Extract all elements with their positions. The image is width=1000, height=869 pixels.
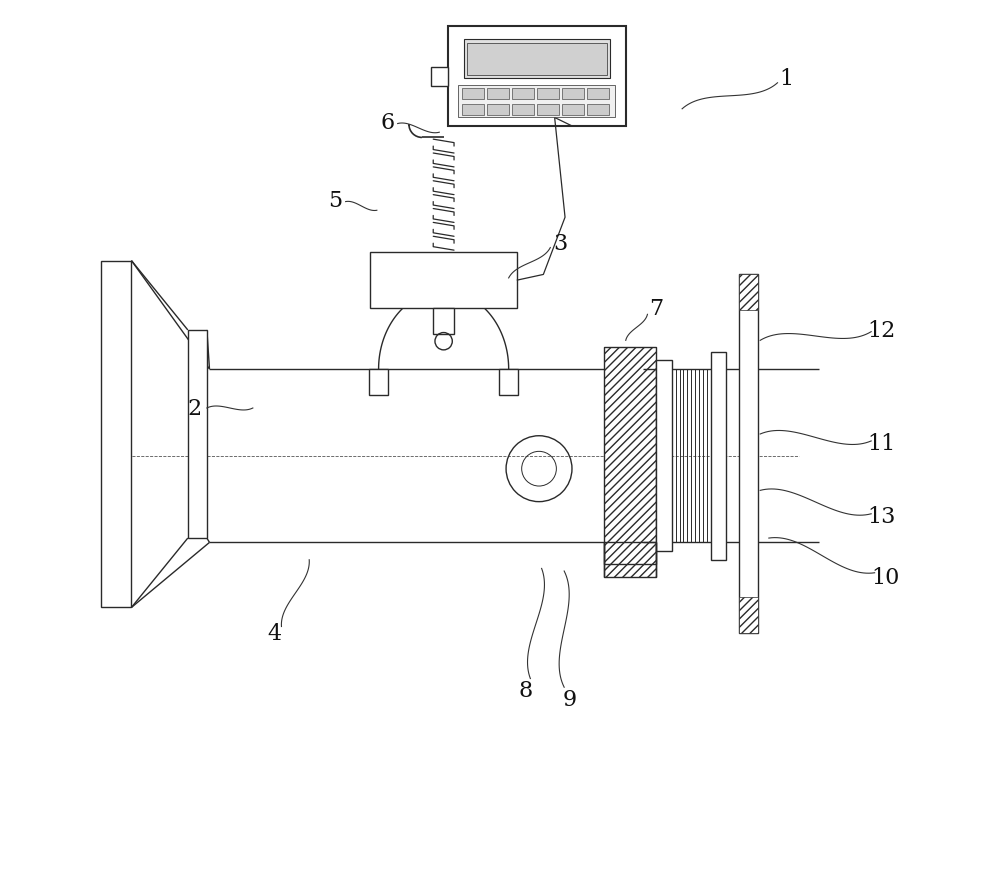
Bar bbox=[512, 89, 534, 100]
Bar bbox=[587, 104, 609, 116]
Bar bbox=[448, 28, 626, 127]
Bar bbox=[370, 253, 517, 308]
Bar bbox=[462, 89, 484, 100]
Bar bbox=[458, 85, 615, 118]
Text: 1: 1 bbox=[779, 69, 793, 90]
Bar bbox=[433, 308, 454, 335]
Bar bbox=[467, 43, 607, 76]
Text: 2: 2 bbox=[188, 397, 202, 420]
Bar bbox=[656, 361, 672, 552]
Text: 13: 13 bbox=[867, 506, 896, 527]
Bar bbox=[604, 543, 656, 577]
Bar bbox=[369, 369, 388, 395]
Text: 3: 3 bbox=[554, 233, 568, 255]
Bar bbox=[462, 104, 484, 116]
Text: 6: 6 bbox=[380, 112, 394, 134]
Bar bbox=[499, 369, 518, 395]
Bar bbox=[101, 262, 131, 607]
Bar bbox=[739, 597, 758, 634]
Bar bbox=[711, 352, 726, 561]
Text: 9: 9 bbox=[562, 687, 576, 710]
Text: 8: 8 bbox=[519, 679, 533, 701]
Bar bbox=[537, 104, 559, 116]
Bar bbox=[537, 89, 559, 100]
Bar bbox=[431, 68, 448, 87]
Bar bbox=[562, 89, 584, 100]
Bar bbox=[739, 275, 758, 310]
Bar bbox=[188, 330, 207, 539]
Bar bbox=[604, 543, 656, 577]
Bar bbox=[739, 275, 758, 634]
Text: 12: 12 bbox=[867, 320, 896, 342]
Bar bbox=[587, 89, 609, 100]
Text: 10: 10 bbox=[872, 567, 900, 588]
Text: 4: 4 bbox=[267, 623, 282, 645]
Text: 5: 5 bbox=[328, 189, 342, 212]
Bar bbox=[512, 104, 534, 116]
Bar bbox=[487, 89, 509, 100]
Bar bbox=[604, 348, 656, 565]
Bar bbox=[562, 104, 584, 116]
Bar bbox=[487, 104, 509, 116]
Bar bbox=[604, 348, 656, 565]
Bar bbox=[464, 40, 610, 79]
Text: 7: 7 bbox=[649, 298, 663, 320]
Text: 11: 11 bbox=[867, 432, 896, 454]
